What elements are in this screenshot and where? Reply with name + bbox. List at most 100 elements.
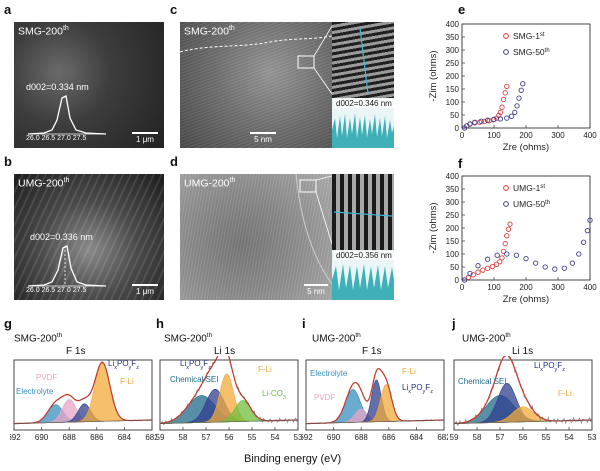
data-point	[507, 221, 513, 227]
legend-marker	[503, 201, 509, 207]
x-tick-label: 59	[450, 433, 459, 442]
scalebar-d: 5 nm	[304, 284, 328, 296]
x-tick-label: 300	[551, 283, 565, 292]
x-tick-label: 200	[519, 131, 533, 140]
scalebar-c: 5 nm	[250, 132, 276, 144]
eis-chart-f: 0 50 100 150 200 250 300 350 400 0 100 200 300 400 Zre…	[428, 172, 597, 305]
xrd-ticks-b: 26.0 26.5 27.0 27.5	[26, 287, 87, 294]
data-point	[497, 116, 504, 122]
data-point	[475, 269, 481, 275]
panel-label-e: e	[458, 2, 466, 17]
data-point	[500, 248, 507, 255]
hrtem-inset-c	[332, 22, 394, 98]
data-point	[461, 277, 468, 283]
xps-chart-g: 692 690 688 686 684 682 Electrolyte PVDF LixPOyF…	[10, 359, 156, 442]
xps-shared-xlabel: Binding energy (eV)	[244, 453, 342, 465]
data-point	[523, 256, 529, 262]
sample-label-d: UMG-200th	[184, 177, 236, 190]
baseline	[453, 419, 593, 424]
y-tick-label: 0	[455, 124, 460, 133]
profile-inset-c: d002=0.346 nm	[332, 98, 394, 148]
y-tick-label: 300	[446, 46, 460, 55]
x-tick-label: 688	[355, 433, 369, 442]
component-label: LixPOyFz	[402, 383, 433, 395]
data-point	[499, 255, 505, 261]
data-point	[500, 96, 507, 103]
x-tick-label: 684	[118, 433, 132, 442]
data-point	[518, 87, 524, 93]
data-point	[504, 251, 510, 257]
component-label: F-Li	[402, 367, 416, 376]
panel-label-b: b	[4, 154, 12, 169]
y-axis-label: -Zim (ohms)	[428, 202, 439, 253]
y-tick-label: 400	[446, 172, 460, 181]
component-label: PVDF	[36, 373, 57, 382]
profile-inset-d: d002=0.356 nm	[332, 250, 394, 300]
data-point	[472, 119, 478, 125]
xps-core-g: F 1s	[66, 346, 86, 357]
data-point	[504, 115, 510, 121]
x-tick-label: 56	[519, 433, 528, 442]
sample-label-c: SMG-200th	[184, 25, 235, 38]
xps-core-h: Li 1s	[214, 346, 236, 357]
tem-image-d: UMG-200th 5 nm	[180, 174, 332, 300]
xrd-ticks-a: 26.0 26.5 27.0 27.5	[26, 135, 87, 142]
data-point	[484, 117, 491, 123]
y-axis-label: -Zim (ohms)	[428, 50, 439, 101]
plot-frame	[305, 359, 445, 431]
legend-label: SMG-50th	[513, 47, 550, 57]
x-tick-label: 55	[248, 433, 257, 442]
panel-label-d: d	[170, 154, 178, 169]
x-tick-label: 688	[63, 433, 77, 442]
data-point	[499, 104, 505, 110]
component-label: LixPOyFz	[534, 361, 565, 373]
data-point	[520, 81, 526, 87]
legend-marker	[503, 49, 509, 55]
xps-core-i: F 1s	[362, 346, 382, 357]
profile-bars-d	[332, 264, 394, 300]
x-tick-label: 54	[271, 433, 280, 442]
component-label: Li-CO3	[262, 389, 286, 401]
panel-label-i: i	[302, 316, 306, 331]
xps-core-j: Li 1s	[512, 346, 534, 357]
y-tick-label: 200	[446, 72, 460, 81]
profile-bars-c	[332, 113, 394, 148]
data-point	[513, 252, 520, 258]
xps-chart-j: 59 58 57 56 55 54 53 Chemical SEI LixPOyFz F-Li	[450, 356, 596, 442]
legend-marker	[503, 33, 509, 39]
data-point	[480, 267, 486, 273]
data-point	[532, 260, 539, 266]
legend-label: UMG-50th	[513, 199, 550, 209]
x-tick-label: 400	[583, 131, 597, 140]
data-point	[542, 264, 548, 270]
panel-label-f: f	[458, 156, 463, 171]
xrd-peak-b	[27, 245, 107, 287]
x-tick-label: 682	[437, 433, 448, 442]
component-label: Chemical SEI	[170, 375, 218, 384]
data-point	[504, 233, 510, 239]
sample-label-a: SMG-200th	[18, 25, 69, 38]
data-point	[493, 261, 500, 268]
legend-label: SMG-1st	[513, 31, 545, 41]
xps-title-h: SMG-200th	[164, 332, 213, 345]
dspacing-label-b: d002=0.336 nm	[30, 232, 93, 242]
data-point	[475, 263, 481, 269]
data-point	[580, 239, 587, 245]
data-point	[569, 260, 576, 266]
data-point	[587, 217, 593, 223]
y-tick-label: 50	[450, 111, 459, 120]
sem-image-a: SMG-200th d002=0.334 nm 26.0 26.5 27.0 2…	[14, 22, 164, 148]
baseline	[159, 419, 299, 424]
dspacing-label-c: d002=0.346 nm	[334, 99, 394, 108]
data-point	[494, 252, 500, 258]
data-point	[514, 103, 520, 109]
data-point	[497, 109, 504, 116]
x-tick-label: 0	[460, 283, 465, 292]
x-tick-label: 684	[410, 433, 424, 442]
component-label: PVDF	[314, 393, 335, 402]
component-label: LixPOyFz	[180, 359, 211, 371]
x-tick-label: 100	[487, 131, 501, 140]
component-label: Electrolyte	[310, 369, 348, 378]
x-tick-label: 56	[225, 433, 234, 442]
y-tick-label: 100	[446, 98, 460, 107]
